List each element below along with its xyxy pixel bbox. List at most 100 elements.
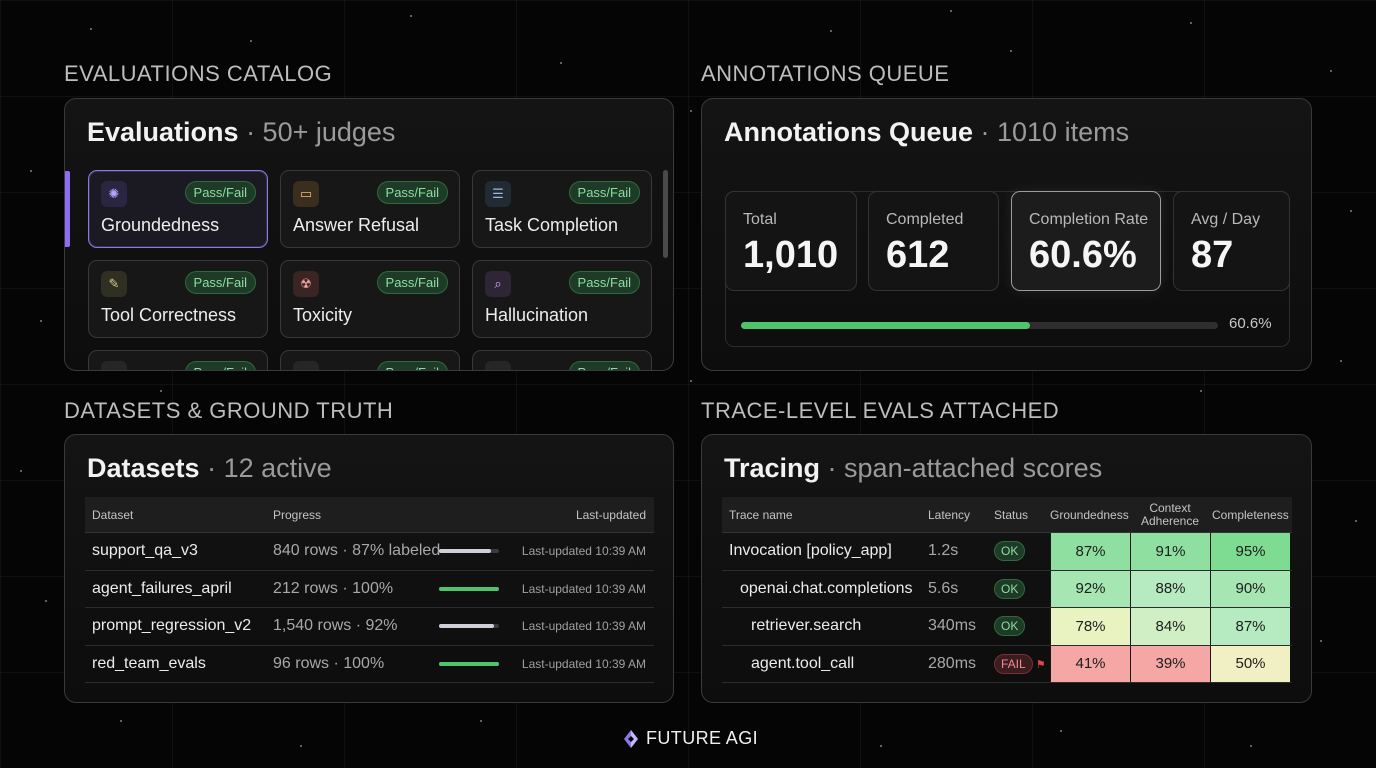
annotations-subtitle: · 1010 items [980, 117, 1130, 147]
completion-progress-bar [741, 322, 1218, 329]
trace-name: openai.chat.completions [740, 579, 913, 597]
column-header-groundedness[interactable]: Groundedness [1050, 507, 1129, 522]
dataset-name: agent_failures_april [92, 579, 232, 597]
column-header-latency[interactable]: Latency [928, 507, 971, 522]
pass-fail-badge: Pass/Fail [568, 361, 640, 370]
stat-completed: Completed 612 [868, 191, 999, 291]
tracing-table: Trace name Latency Status Groundedness C… [722, 497, 1292, 683]
trace-row[interactable]: Invocation [policy_app] 1.2s OK 87% 91% 95% [722, 533, 1292, 571]
dataset-row[interactable]: red_team_evals 96 rows · 100% Last-updated… [85, 646, 654, 683]
pass-fail-badge: Pass/Fail [376, 361, 448, 370]
dataset-row[interactable]: prompt_regression_v2 1,540 rows · 92% Last… [85, 608, 654, 646]
dataset-progress-bar [439, 661, 499, 666]
eval-card-task-completion[interactable]: ☰ Pass/Fail Task Completion [472, 170, 652, 248]
trace-status: FAIL ⚑ [994, 653, 1046, 674]
score-cell: 92% [1050, 570, 1130, 607]
trace-latency: 340ms [928, 617, 977, 635]
eval-card-toxicity[interactable]: ☢ Pass/Fail Toxicity [280, 260, 460, 338]
trace-status: OK [994, 578, 1026, 599]
trace-status: OK [994, 541, 1026, 562]
trace-latency: 5.6s [928, 579, 959, 597]
dataset-name: red_team_evals [92, 654, 206, 672]
score-cell: 95% [1210, 533, 1290, 570]
star [90, 28, 92, 30]
star [560, 62, 562, 64]
annotations-panel: Annotations Queue · 1010 items Total 1,0… [701, 98, 1312, 371]
eval-card-tool-correctness[interactable]: ✎ Pass/Fail Tool Correctness [88, 260, 268, 338]
pass-fail-badge: Pass/Fail [184, 181, 256, 204]
eval-icon [485, 361, 511, 370]
column-header-status[interactable]: Status [994, 507, 1029, 522]
datasets-table-header: Dataset Progress Last-updated [85, 497, 654, 533]
tracing-title: Tracing [724, 453, 821, 483]
star [40, 320, 42, 322]
completion-progress-fill [741, 322, 1031, 329]
score-cell: 50% [1210, 645, 1290, 682]
trace-row[interactable]: retriever.search 340ms OK 78% 84% 87% [722, 608, 1292, 646]
dataset-progress-fill [439, 624, 495, 629]
column-header-trace-name[interactable]: Trace name [729, 507, 793, 522]
column-header-completeness[interactable]: Completeness [1212, 507, 1289, 522]
score-cell: 39% [1130, 645, 1210, 682]
pass-fail-badge: Pass/Fail [376, 181, 448, 204]
trace-row[interactable]: openai.chat.completions 5.6s OK 92% 88% 90% [722, 570, 1292, 608]
eval-card-hallucination[interactable]: ⌕ Pass/Fail Hallucination [472, 260, 652, 338]
eval-card-answer-refusal[interactable]: ▭ Pass/Fail Answer Refusal [280, 170, 460, 248]
hazard-icon: ☢ [293, 271, 319, 297]
pass-fail-badge: Pass/Fail [376, 271, 448, 294]
datasets-table: Dataset Progress Last-updated support_qa… [85, 497, 654, 683]
column-header-last-updated[interactable]: Last-updated [575, 507, 646, 522]
trace-latency: 280ms [928, 654, 977, 672]
column-header-context-adherence[interactable]: Context Adherence [1140, 500, 1200, 528]
status-badge: FAIL [994, 653, 1033, 674]
star [1340, 360, 1342, 362]
brain-icon: ✺ [101, 181, 127, 207]
evaluations-card-grid: ✺ Pass/Fail Groundedness ▭ Pass/Fail Answer R… [88, 170, 654, 370]
evaluations-title: Evaluations [87, 117, 239, 147]
annotations-heading: Annotations Queue · 1010 items [724, 117, 1129, 148]
dataset-row[interactable]: agent_failures_april 212 rows · 100% Last-… [85, 571, 654, 608]
dataset-progress-bar [439, 586, 499, 591]
tracing-table-header: Trace name Latency Status Groundedness C… [722, 497, 1292, 533]
selection-accent [65, 171, 70, 247]
dataset-progress-bar [439, 624, 499, 629]
trace-row[interactable]: agent.tool_call 280ms FAIL ⚑ 41% 39% 50% [722, 645, 1292, 683]
section-title-datasets: DATASETS & GROUND TRUTH [64, 398, 394, 423]
stat-total: Total 1,010 [725, 191, 857, 291]
star [30, 170, 32, 172]
trace-name: agent.tool_call [751, 654, 855, 672]
eval-card-partial[interactable]: Pass/Fail [88, 350, 268, 370]
flag-icon: ⚑ [1035, 658, 1046, 671]
column-header-progress[interactable]: Progress [273, 507, 322, 522]
section-title-annotations: ANNOTATIONS QUEUE [701, 61, 950, 86]
pass-fail-badge: Pass/Fail [568, 181, 640, 204]
trace-latency: 1.2s [928, 542, 959, 560]
tracing-heading: Tracing · span-attached scores [724, 453, 1102, 484]
dataset-row[interactable]: support_qa_v3 840 rows · 87% labeled Last-… [85, 533, 654, 571]
score-cell: 41% [1050, 645, 1130, 682]
dataset-progress-text: 1,540 rows · 92% [273, 617, 398, 635]
dataset-progress-text: 840 rows · 87% labeled [273, 542, 441, 560]
dataset-name: prompt_regression_v2 [92, 617, 252, 635]
stat-label: Completed [886, 211, 964, 228]
star [830, 30, 832, 32]
star [250, 40, 252, 42]
evaluations-scrollbar[interactable] [663, 170, 668, 258]
dataset-progress-text: 212 rows · 100% [273, 579, 394, 597]
datasets-heading: Datasets · 12 active [87, 453, 332, 484]
star [160, 390, 162, 392]
stat-value: 87 [1191, 234, 1234, 276]
star [1200, 390, 1202, 392]
score-cell: 87% [1050, 533, 1130, 570]
dataset-progress-fill [439, 549, 492, 554]
star [300, 745, 302, 747]
pass-fail-badge: Pass/Fail [184, 271, 256, 294]
eval-card-groundedness[interactable]: ✺ Pass/Fail Groundedness [88, 170, 268, 248]
status-badge: OK [994, 616, 1026, 637]
dataset-name: support_qa_v3 [92, 542, 198, 560]
column-header-dataset[interactable]: Dataset [92, 507, 134, 522]
eval-card-partial[interactable]: Pass/Fail [472, 350, 652, 370]
section-title-tracing: TRACE-LEVEL EVALS ATTACHED [701, 398, 1060, 423]
eval-card-partial[interactable]: Pass/Fail [280, 350, 460, 370]
wrench-icon: ✎ [101, 271, 127, 297]
